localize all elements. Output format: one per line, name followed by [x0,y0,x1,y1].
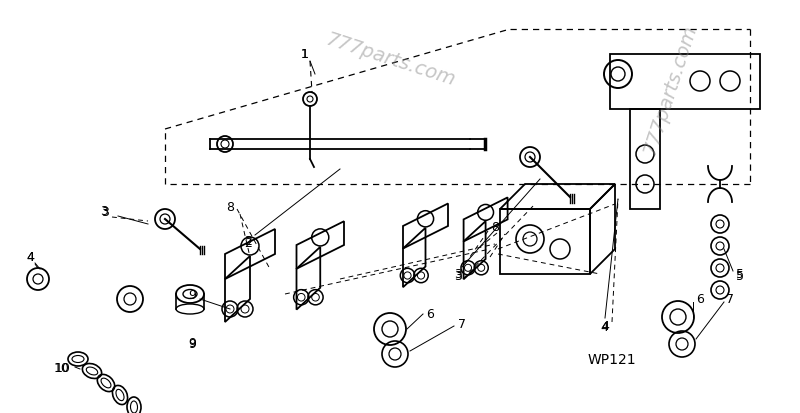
Text: 5: 5 [736,268,744,281]
Text: 6: 6 [696,293,704,306]
Text: 4: 4 [600,321,608,334]
Text: 7: 7 [726,293,734,306]
Text: 10: 10 [55,362,71,375]
Text: 1: 1 [301,47,309,60]
Text: 4: 4 [601,320,609,333]
Text: 777parts.com: 777parts.com [640,23,700,157]
Text: 2: 2 [244,237,252,250]
Text: 3: 3 [454,268,462,281]
Text: 8: 8 [226,201,234,214]
Text: WP121: WP121 [588,352,636,366]
Text: 8: 8 [491,221,499,234]
Text: 6: 6 [426,308,434,321]
Text: 3: 3 [454,270,462,283]
Text: 3: 3 [101,206,109,219]
Text: 2: 2 [244,235,252,248]
Text: 1: 1 [301,48,309,62]
Text: 9: 9 [188,338,196,351]
Text: 4: 4 [26,251,34,264]
Text: 9: 9 [188,289,196,302]
Text: 777parts.com: 777parts.com [323,30,457,90]
Text: 7: 7 [458,318,466,331]
Text: 4: 4 [26,251,34,264]
Text: 9: 9 [188,337,196,350]
Text: 3: 3 [100,205,108,218]
Text: 5: 5 [736,270,744,283]
Text: 10: 10 [54,362,70,375]
